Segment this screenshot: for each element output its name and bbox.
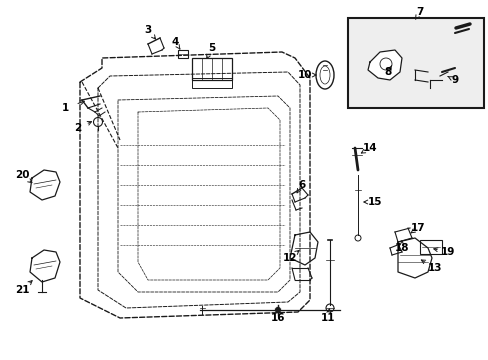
Bar xyxy=(192,78,231,88)
Text: 20: 20 xyxy=(15,170,29,180)
Text: 4: 4 xyxy=(171,37,178,47)
Polygon shape xyxy=(367,50,401,80)
Text: 19: 19 xyxy=(440,247,454,257)
Bar xyxy=(419,240,441,254)
Text: 12: 12 xyxy=(282,253,297,263)
Bar xyxy=(347,18,483,108)
Text: 3: 3 xyxy=(144,25,151,35)
Text: 14: 14 xyxy=(362,143,377,153)
Text: 11: 11 xyxy=(320,313,335,323)
Text: 17: 17 xyxy=(410,223,425,233)
Text: 13: 13 xyxy=(427,263,441,273)
Bar xyxy=(192,58,231,80)
Text: 16: 16 xyxy=(270,313,285,323)
Text: 7: 7 xyxy=(415,7,423,17)
Text: 6: 6 xyxy=(298,180,305,190)
Text: 2: 2 xyxy=(74,123,81,133)
Text: 5: 5 xyxy=(208,43,215,53)
Text: 10: 10 xyxy=(297,70,312,80)
Text: 9: 9 xyxy=(450,75,458,85)
Circle shape xyxy=(274,306,281,314)
Text: 1: 1 xyxy=(61,103,68,113)
Text: 8: 8 xyxy=(384,67,391,77)
Text: 15: 15 xyxy=(367,197,382,207)
Text: 21: 21 xyxy=(15,285,29,295)
Bar xyxy=(178,50,187,58)
Text: 18: 18 xyxy=(394,243,408,253)
